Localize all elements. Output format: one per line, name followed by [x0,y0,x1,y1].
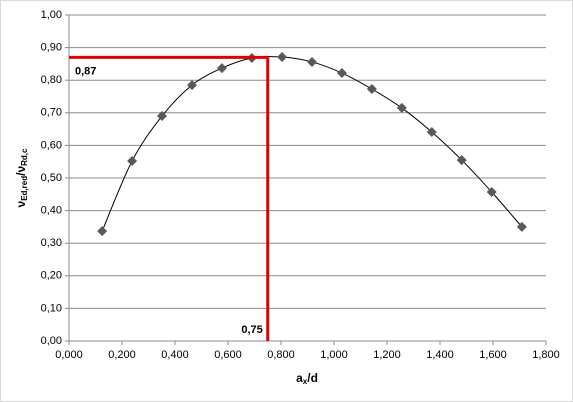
y-label-part: /ν [14,166,28,176]
x-tick-label: 1,000 [320,349,348,361]
point [307,56,318,67]
point [97,226,108,237]
x-tick-label: 1,600 [479,349,507,361]
y-tick-label: 1,00 [41,9,62,21]
y-tick-label: 0,30 [41,237,62,249]
y-axis-label: νEd,red/νRd,c [14,148,29,207]
point [486,187,497,198]
x-tick-label: 1,800 [532,349,560,361]
y-tick-label: 0,00 [41,335,62,347]
y-tick-label: 0,40 [41,205,62,217]
y-label-sub: Ed,red [20,176,29,201]
x-label-sub: x [303,377,308,386]
y-tick-label: 0,20 [41,270,62,282]
point [516,221,527,232]
y-label-part: ν [14,200,28,207]
annotation-label: 0,75 [241,324,262,336]
point [216,63,227,74]
point [456,155,467,166]
y-tick-label: 0,60 [41,139,62,151]
x-tick-label: 1,200 [373,349,401,361]
annotation-label: 0,87 [75,65,96,77]
x-tick-label: 0,400 [161,349,189,361]
x-label-part: a [296,371,303,385]
y-tick-label: 0,90 [41,42,62,54]
x-axis-label: ax/d [296,371,318,386]
x-tick-label: 0,600 [214,349,242,361]
point [157,111,168,122]
point [127,156,138,167]
point [396,102,407,113]
point [366,84,377,95]
y-tick-label: 0,70 [41,107,62,119]
y-tick-label: 0,80 [41,74,62,86]
x-tick-label: 0,000 [55,349,83,361]
x-label-part: /d [307,371,318,385]
point [426,127,437,138]
point [336,68,347,79]
point [186,80,197,91]
y-tick-label: 0,50 [41,172,62,184]
y-tick-label: 0,10 [41,302,62,314]
point [277,52,288,63]
x-tick-label: 0,800 [267,349,295,361]
y-label-sub: Rd,c [20,148,29,166]
x-tick-label: 0,200 [108,349,136,361]
x-tick-label: 1,400 [426,349,454,361]
